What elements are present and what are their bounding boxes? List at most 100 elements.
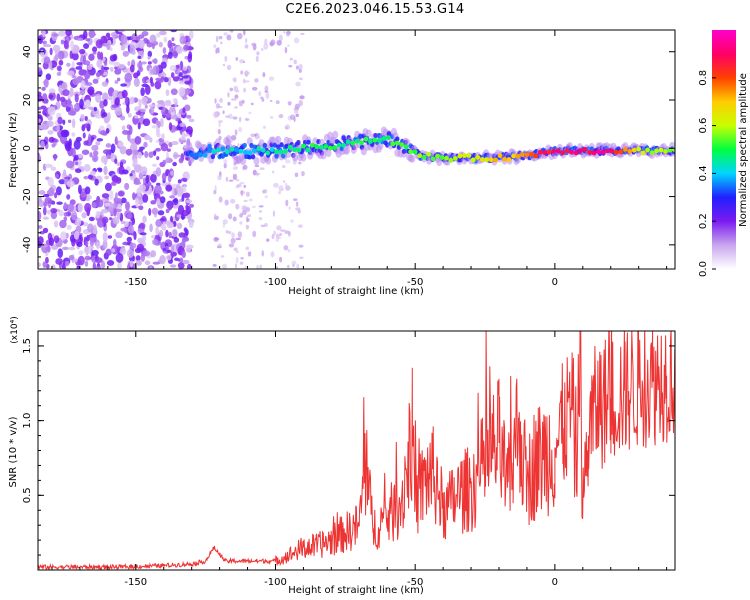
spectrogram-ridge-point xyxy=(193,152,199,158)
spectrogram-noise-point xyxy=(235,56,239,62)
spectrogram-noise-point xyxy=(172,50,178,59)
spectrogram-noise-point xyxy=(231,232,235,239)
spectrogram-noise-point xyxy=(229,30,234,33)
spectrogram-noise-point xyxy=(149,106,155,116)
spectrogram-ridge-point xyxy=(461,153,467,159)
spectrogram-noise-point xyxy=(162,47,167,54)
spectrogram-noise-point xyxy=(240,190,244,197)
spectrogram-noise-point xyxy=(77,184,82,195)
spectrogram-noise-point xyxy=(172,76,180,82)
spectrogram-noise-point xyxy=(276,39,282,46)
spectrogram-noise-point xyxy=(233,77,237,83)
spectrogram-noise-point xyxy=(236,32,243,40)
spectrogram-noise-point xyxy=(120,45,126,51)
spectrogram-noise-point xyxy=(286,30,292,35)
spectrogram-noise-point xyxy=(226,64,232,71)
spectrogram-noise-point xyxy=(182,259,190,265)
spectrogram-band-halo xyxy=(332,130,339,139)
spectrogram-noise-point xyxy=(301,171,305,177)
spectrogram-noise-point xyxy=(84,186,91,195)
spectrogram-noise-point xyxy=(38,118,42,123)
spectrogram-noise-point xyxy=(88,53,95,61)
spectrogram-noise-point xyxy=(285,159,291,164)
spectrogram-noise-point xyxy=(66,203,75,213)
spectrogram-noise-point xyxy=(245,191,250,197)
colorbar-label: Normalized spectral amplitude xyxy=(738,73,749,227)
spectrogram-noise-point xyxy=(219,98,223,104)
spectrogram-ridge-point xyxy=(457,153,463,159)
spectrogram-ridge-point xyxy=(493,157,499,163)
spectrogram-noise-point xyxy=(137,151,143,159)
spectrogram-noise-point xyxy=(45,73,52,81)
spectrogram-noise-point xyxy=(38,95,44,102)
spectrogram-noise-point xyxy=(120,227,128,232)
spectrogram-noise-point xyxy=(217,174,222,181)
spectrogram-noise-point xyxy=(278,114,284,119)
spectrogram-noise-point xyxy=(213,213,217,216)
spectrogram-noise-point xyxy=(177,187,184,196)
spectrogram-noise-point xyxy=(236,184,242,188)
spectrogram-noise-point xyxy=(111,181,117,186)
snr-xtick-label: 0 xyxy=(552,577,558,588)
spectrogram-noise-point xyxy=(109,54,117,62)
spectrogram-noise-point xyxy=(84,82,93,86)
spectrogram-noise-point xyxy=(113,61,121,67)
spectrogram-ridge-point xyxy=(582,147,588,152)
spectrogram-noise-point xyxy=(133,72,139,79)
spectrogram-noise-point xyxy=(121,89,128,99)
spectrogram-noise-point xyxy=(126,236,133,243)
spectrogram-noise-point xyxy=(111,248,116,253)
spectrogram-noise-point xyxy=(101,92,109,102)
spectrogram-noise-point xyxy=(101,112,108,118)
spectrogram-ridge-point xyxy=(600,149,606,155)
spectrogram-noise-point xyxy=(286,44,290,47)
spectrogram-noise-point xyxy=(154,185,162,194)
spectrogram-ridge-point xyxy=(399,142,405,148)
spectrogram-noise-point xyxy=(241,210,247,216)
spectrogram-noise-point xyxy=(289,57,294,61)
spectrogram-noise-point xyxy=(62,169,67,177)
spectrogram-noise-point xyxy=(58,50,65,60)
spectrogram-noise-point xyxy=(100,155,109,164)
spectrogram-noise-point xyxy=(237,231,243,238)
spectrogram-ridge-point xyxy=(363,136,369,142)
spectrogram-noise-point xyxy=(135,111,142,116)
spectrogram-noise-point xyxy=(287,264,290,269)
spectrogram-band-halo xyxy=(240,157,247,166)
spectrogram-ridge-point xyxy=(524,152,530,158)
spectrogram-ridge-point xyxy=(350,140,355,146)
spectrogram-noise-point xyxy=(227,92,230,98)
spectrogram-noise-point xyxy=(88,32,97,37)
spectrogram-ridge-point xyxy=(640,150,646,156)
spectrogram-noise-point xyxy=(262,189,266,194)
spectrogram-noise-point xyxy=(248,198,253,202)
spectrogram-noise-point xyxy=(251,42,257,47)
colorbar-tick-label: 0.0 xyxy=(698,261,709,277)
spectrogram-noise-point xyxy=(38,196,42,203)
spectrogram-noise-point xyxy=(120,220,126,225)
spectrogram-ridge-point xyxy=(318,144,324,150)
spectrogram-noise-point xyxy=(129,64,135,73)
spectrogram-noise-point xyxy=(95,114,102,119)
spectrogram-noise-point xyxy=(135,198,139,208)
spectrogram-noise-point xyxy=(276,225,282,231)
spectrogram-noise-point xyxy=(261,250,265,257)
spectrogram-noise-point xyxy=(270,251,275,258)
spectrogram-noise-point xyxy=(139,222,146,230)
spectrogram-noise-point xyxy=(85,99,91,108)
spectrogram-band-halo xyxy=(365,129,372,138)
spectrogram-noise-point xyxy=(57,248,63,259)
spectrogram-ridge-point xyxy=(672,147,675,152)
spectrogram-noise-point xyxy=(38,106,43,111)
spectrogram-ridge-point xyxy=(305,147,311,153)
spectrogram-noise-point xyxy=(225,176,229,182)
spectrogram-noise-point xyxy=(188,118,195,123)
spectrogram-ridge-point xyxy=(220,146,226,152)
spectrogram-noise-point xyxy=(122,50,129,57)
spectrogram-noise-point xyxy=(116,77,121,82)
spectrogram-ridge-point xyxy=(506,157,512,162)
spectrogram-noise-point xyxy=(239,181,245,185)
spectrogram-noise-point xyxy=(56,93,61,102)
spectrogram-noise-point xyxy=(92,78,99,84)
spectrogram-noise-point xyxy=(48,88,56,94)
